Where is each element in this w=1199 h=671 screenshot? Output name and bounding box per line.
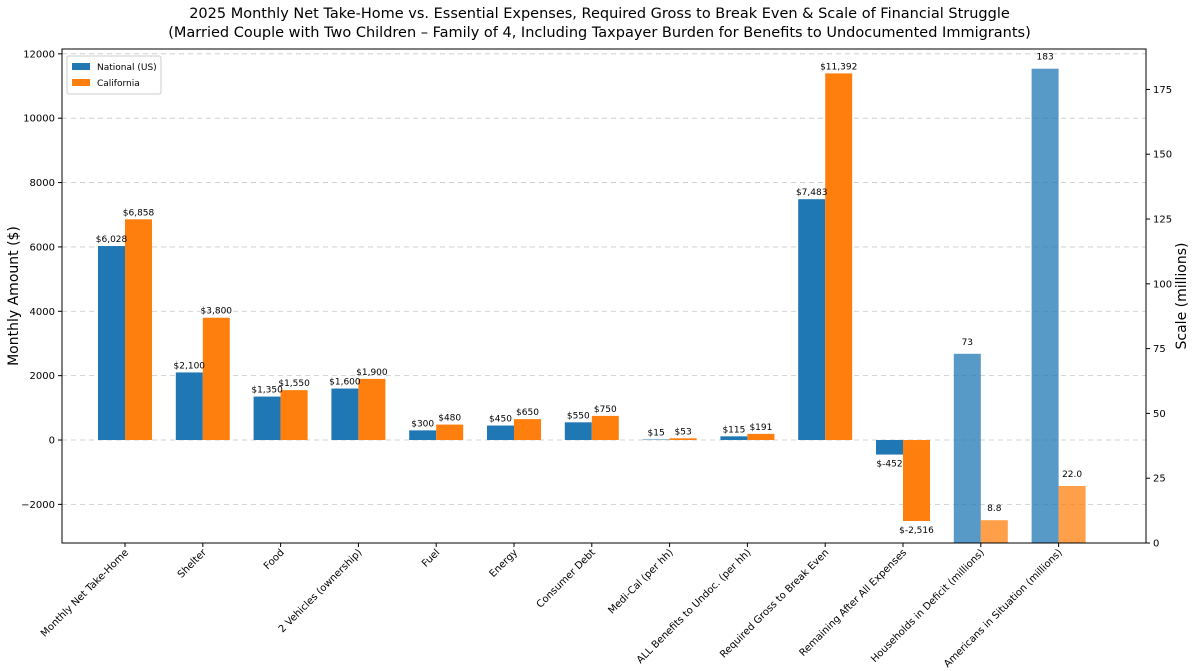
bar-national xyxy=(720,436,748,441)
legend-swatch-california xyxy=(72,79,90,86)
x-tick-label: Energy xyxy=(488,547,521,580)
y-tick-label: 4000 xyxy=(30,307,55,318)
bar-national xyxy=(331,388,359,441)
y-tick-label: 2000 xyxy=(30,371,55,382)
y2-tick-label: 75 xyxy=(1153,344,1166,355)
bar-california xyxy=(436,424,464,441)
bar-california xyxy=(514,419,541,441)
scale-bar-california xyxy=(1058,485,1086,543)
data-label: $1,550 xyxy=(278,379,310,389)
data-label: $11,392 xyxy=(820,62,857,72)
y2-tick-label: 100 xyxy=(1153,279,1172,290)
y2-tick-label: 50 xyxy=(1153,409,1166,420)
data-label: $300 xyxy=(411,419,434,429)
bar-national xyxy=(564,422,592,441)
chart-title-line: 2025 Monthly Net Take-Home vs. Essential… xyxy=(189,6,1010,22)
bar-california xyxy=(358,378,386,441)
scale-bar-national xyxy=(1031,68,1059,543)
data-label: $2,100 xyxy=(174,361,206,371)
bar-national xyxy=(487,425,514,441)
data-label: $3,800 xyxy=(201,307,233,317)
y2-tick-label: 25 xyxy=(1153,474,1166,485)
y-axis-label: Monthly Amount ($) xyxy=(6,226,22,366)
data-label: $53 xyxy=(675,427,692,437)
bar-national xyxy=(409,430,437,441)
bar-national xyxy=(175,372,203,441)
data-label: $-2,516 xyxy=(899,526,934,536)
y2-tick-label: 125 xyxy=(1153,215,1172,226)
bar-california xyxy=(903,440,930,521)
y-tick-label: 10000 xyxy=(23,114,55,125)
y-tick-label: 8000 xyxy=(30,178,55,189)
data-label: $7,483 xyxy=(796,188,828,198)
bar-california xyxy=(825,73,853,441)
legend-label-national: National (US) xyxy=(97,63,157,73)
data-label: $650 xyxy=(516,408,539,418)
data-label: $550 xyxy=(567,411,590,421)
legend-frame xyxy=(66,55,162,95)
bar-national xyxy=(98,246,125,441)
data-label: $750 xyxy=(594,405,617,415)
bars xyxy=(98,68,1086,543)
bar-california xyxy=(669,438,697,441)
bar-national xyxy=(642,439,670,441)
data-label: $15 xyxy=(648,429,665,439)
x-tick-label: Food xyxy=(262,547,287,572)
scale-data-label: 22.0 xyxy=(1062,470,1082,480)
plot-frame xyxy=(61,48,1147,544)
y-tick-label: 12000 xyxy=(23,49,55,60)
y-tick-label: 0 xyxy=(49,436,55,447)
legend: National (US) California xyxy=(66,55,162,95)
y2-tick-label: 150 xyxy=(1153,150,1172,161)
x-tick-label: Monthly Net Take-Home xyxy=(39,547,131,639)
bar-california xyxy=(202,317,230,441)
bar-california xyxy=(747,433,775,441)
data-label: $480 xyxy=(438,414,461,424)
bar-california xyxy=(591,415,619,441)
data-label: $1,350 xyxy=(251,386,283,396)
data-label: $6,028 xyxy=(96,235,128,245)
data-label: $-452 xyxy=(876,460,902,470)
data-label: $115 xyxy=(722,425,745,435)
x-tick-label: 2 Vehicles (ownership) xyxy=(277,547,365,635)
data-label: $191 xyxy=(749,423,772,433)
data-label: $450 xyxy=(489,415,512,425)
x-tick-label: Consumer Debt xyxy=(535,547,598,610)
y-tick-label: 6000 xyxy=(30,242,55,253)
bar-california xyxy=(125,219,152,441)
y2-axis-label: Scale (millions) xyxy=(1174,243,1190,350)
legend-swatch-national xyxy=(72,63,90,70)
axes: −2000 0 2000 4000 6000 8000 10000 12000 0 25 50 75 1… xyxy=(21,49,1172,670)
scale-bar-national xyxy=(953,353,981,543)
x-tick-label: Shelter xyxy=(176,547,210,581)
bar-california xyxy=(280,390,308,441)
y-tick-label: −2000 xyxy=(21,500,55,511)
bar-national xyxy=(798,199,826,441)
data-label: $1,900 xyxy=(356,368,388,378)
scale-data-label: 73 xyxy=(962,338,973,348)
bar-national xyxy=(253,396,281,441)
scale-data-label: 8.8 xyxy=(987,504,1002,514)
scale-bar-california xyxy=(980,520,1008,543)
data-label: $1,600 xyxy=(329,378,361,388)
chart-title: 2025 Monthly Net Take-Home vs. Essential… xyxy=(0,5,1199,43)
y2-tick-label: 0 xyxy=(1153,539,1159,550)
x-tick-label: Medi-Cal (per hh) xyxy=(607,547,676,616)
x-tick-label: Fuel xyxy=(420,547,442,569)
chart-subtitle-line: (Married Couple with Two Children – Fami… xyxy=(168,25,1031,41)
legend-label-california: California xyxy=(97,79,140,89)
bar-national xyxy=(876,440,903,455)
data-labels: $6,028 $2,100 $1,350 $1,600 $300 $450 $550 $15 $… xyxy=(96,53,1083,536)
data-label: $6,858 xyxy=(123,208,155,218)
y2-tick-label: 175 xyxy=(1153,85,1172,96)
scale-data-label: 183 xyxy=(1037,53,1054,63)
